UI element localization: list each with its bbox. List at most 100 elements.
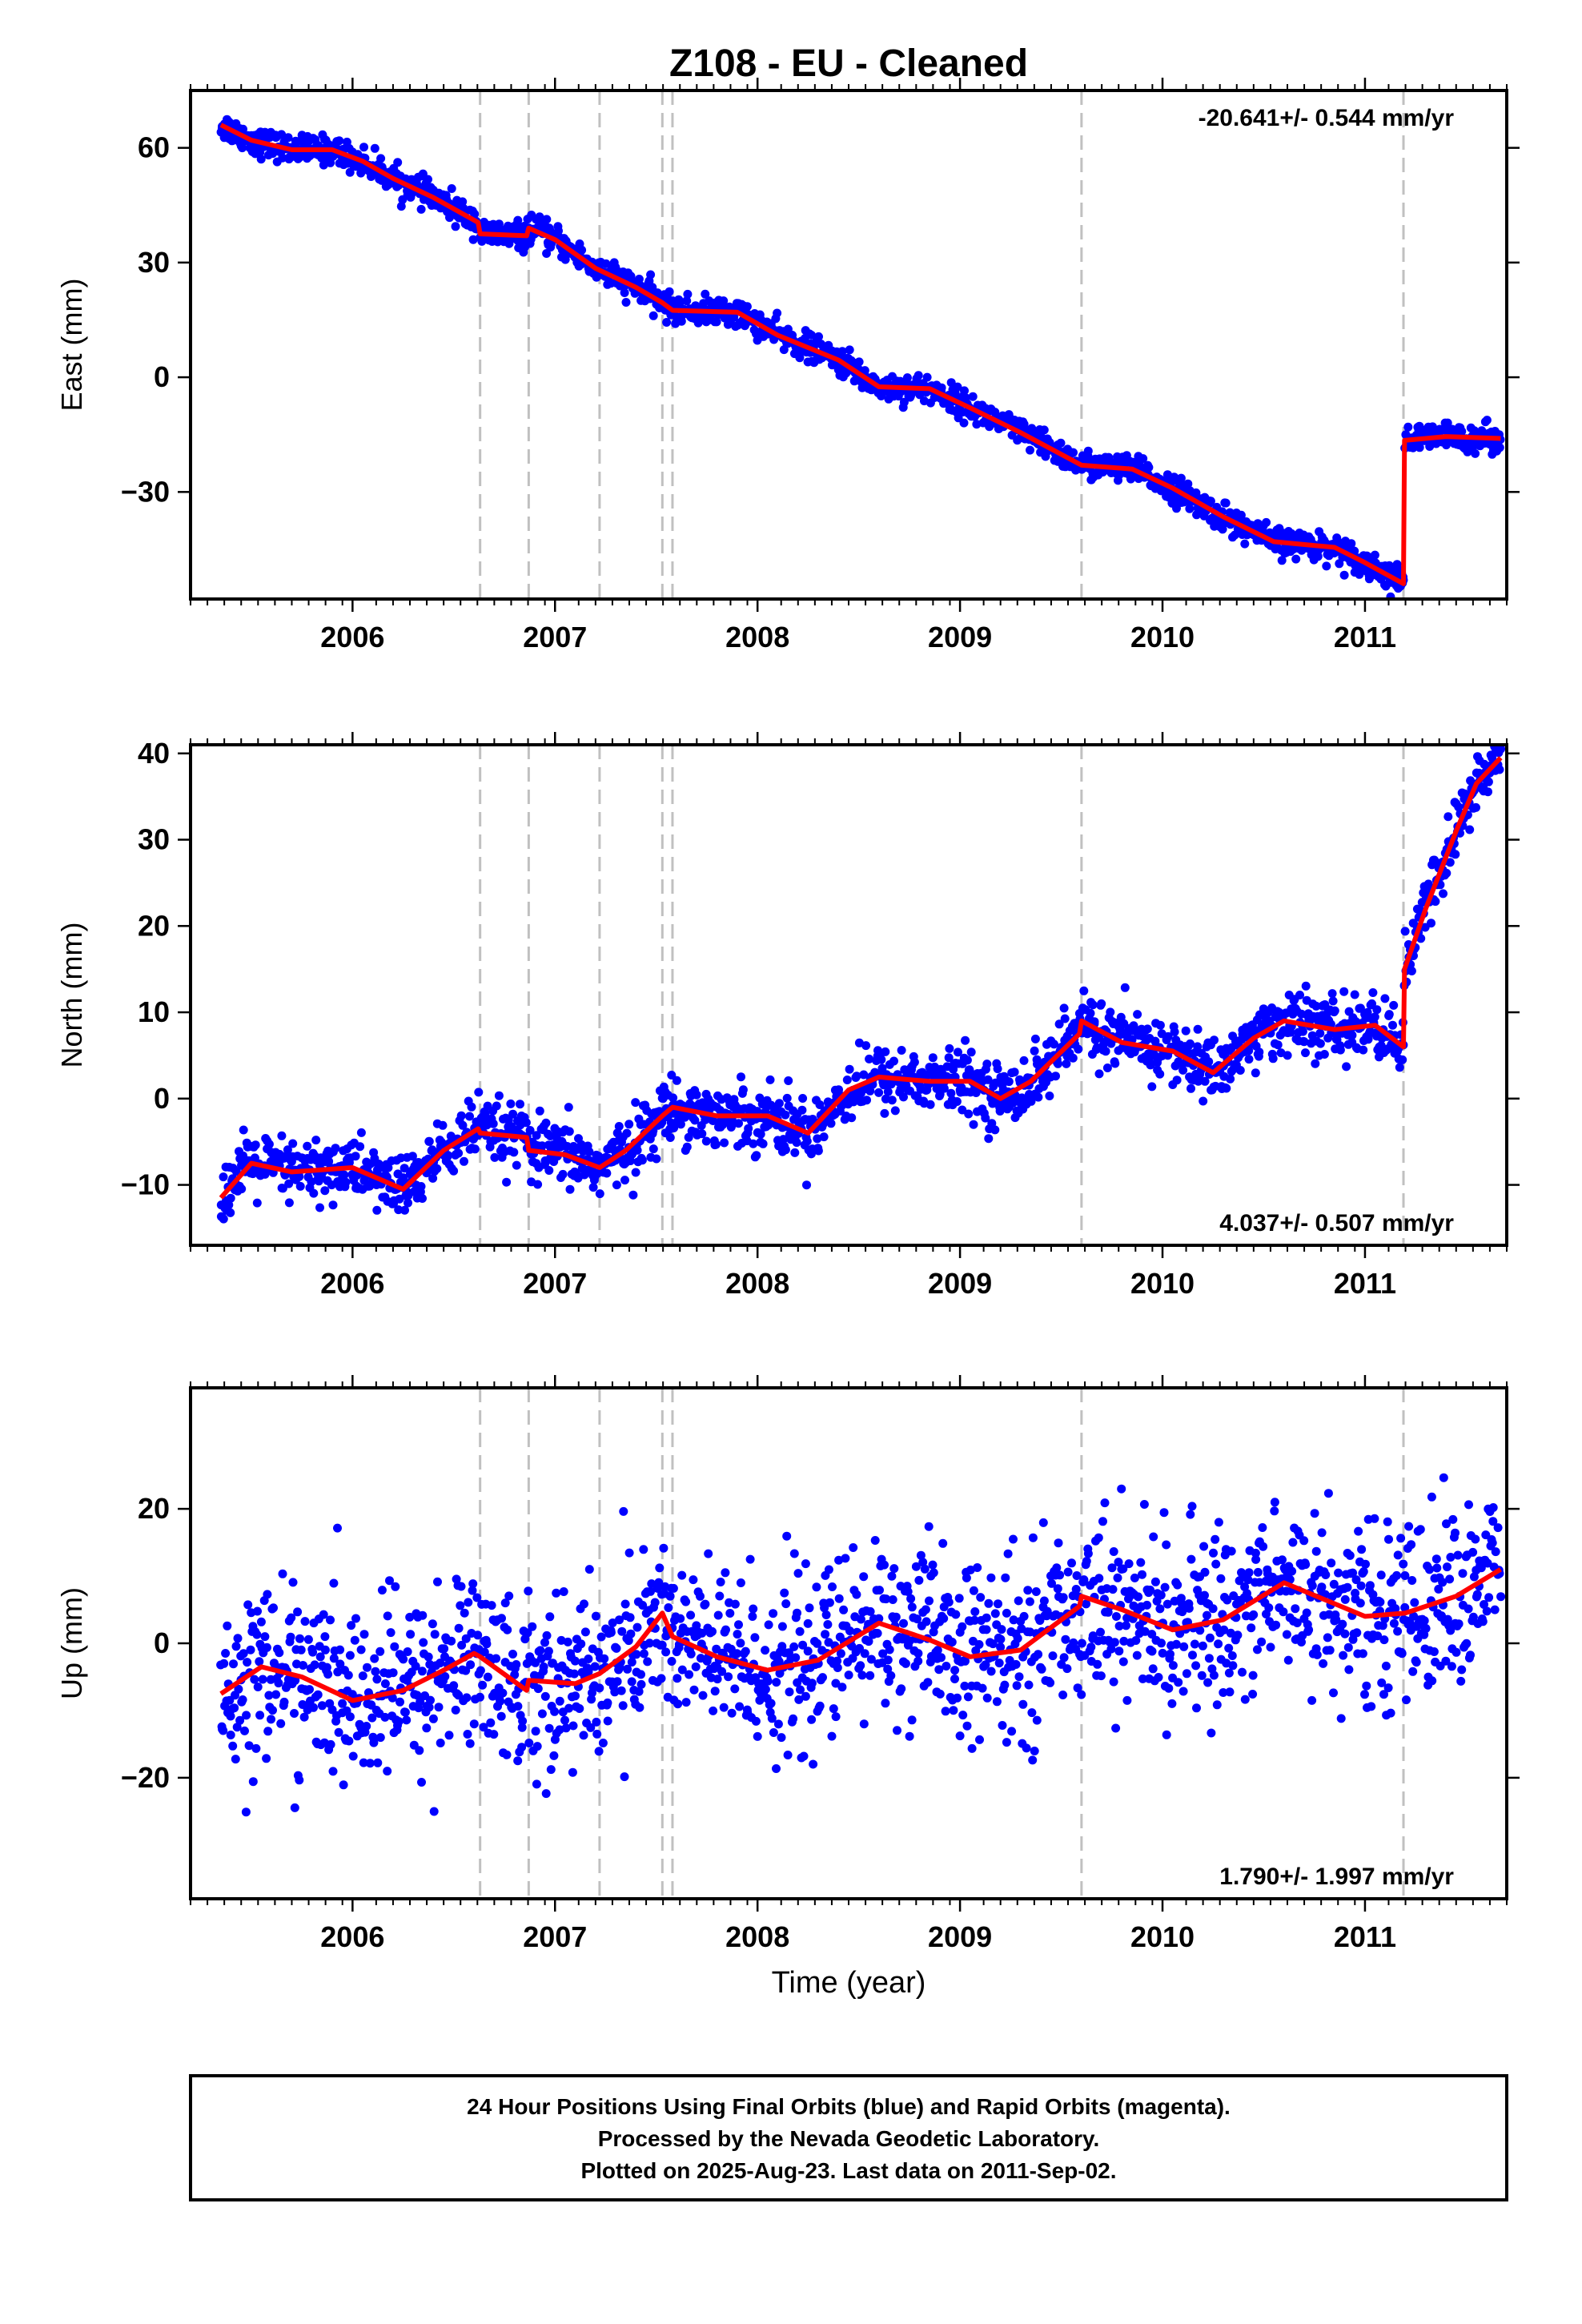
data-point [805,1603,814,1613]
data-point [428,1173,438,1183]
data-point [373,1758,383,1767]
data-point [1315,1028,1325,1038]
data-point [793,1569,803,1578]
data-point [279,1697,289,1707]
data-point [1147,1082,1157,1092]
data-point [1283,1655,1293,1665]
data-point [274,1679,283,1688]
data-point [240,1726,249,1735]
data-point [359,1630,369,1639]
data-point [821,1630,830,1639]
data-point [1339,570,1349,580]
data-point [1457,1665,1467,1675]
data-point [444,1731,454,1740]
data-point [489,1730,499,1739]
data-point [1438,1578,1447,1587]
data-point [781,1145,790,1155]
data-point [962,1573,971,1582]
data-point [451,1705,460,1715]
data-point [525,1126,535,1135]
data-point [1445,1574,1455,1584]
data-point [1383,1683,1393,1693]
data-point [717,1667,727,1676]
data-point [782,1531,792,1541]
data-point [1496,745,1506,754]
data-point [339,1170,349,1180]
data-point [1150,1036,1160,1046]
data-point [1350,546,1359,556]
data-point [1094,1533,1103,1542]
data-point [287,1613,296,1622]
data-point [1032,1715,1042,1725]
data-point [1167,1699,1177,1708]
data-point [877,1063,887,1073]
data-point [1315,1039,1325,1048]
data-point [1448,1514,1458,1524]
data-point [1343,1642,1353,1652]
data-point [1492,730,1501,739]
data-point [1124,1559,1134,1569]
data-point [970,1615,979,1625]
data-point [310,1660,319,1670]
data-point [1407,967,1416,975]
data-point [528,1622,537,1631]
data-point [926,1100,935,1109]
data-point [899,1618,908,1628]
data-point [1109,1547,1118,1556]
data-point [351,1152,360,1161]
data-point [383,1611,392,1621]
data-point [283,133,293,143]
data-point [736,1578,745,1587]
data-point [807,330,816,340]
data-point [239,1125,248,1135]
data-point [813,1146,823,1156]
data-point [907,1602,917,1612]
data-point [995,1107,1005,1116]
data-point [1295,991,1304,999]
y-tick-label: 60 [138,131,170,164]
data-point [595,1189,604,1199]
data-point [632,1622,642,1632]
data-point [1101,1047,1110,1056]
data-point [542,215,552,224]
data-point [388,1668,398,1678]
data-point [290,1803,299,1812]
data-point [480,1647,489,1657]
data-point [616,1686,626,1695]
data-point [841,1554,850,1563]
data-point [990,1609,1000,1618]
data-point [1221,498,1231,508]
data-point [512,1660,521,1669]
data-point [568,1767,577,1777]
data-point [639,1649,648,1659]
data-point [745,1554,755,1564]
data-point [1173,1580,1182,1590]
data-point [1488,1503,1498,1512]
data-point [587,1695,596,1704]
data-point [953,1693,962,1703]
data-point [1358,1649,1367,1659]
data-point [239,1649,248,1659]
data-point [408,1152,417,1161]
data-point [1384,561,1394,570]
data-point [1000,1680,1010,1690]
data-point [1114,1647,1124,1656]
data-point [903,1587,913,1596]
data-point [1251,1068,1260,1078]
data-point [1253,1567,1263,1577]
data-point [615,1615,624,1625]
data-point [238,1695,247,1704]
data-point [1398,1055,1407,1064]
data-point [523,1628,532,1638]
data-point [976,1593,986,1602]
data-point [592,1729,602,1739]
data-point [646,270,656,279]
data-point [901,1659,910,1668]
data-point [1397,1649,1407,1659]
data-point [736,1638,745,1648]
data-point [311,1136,321,1145]
data-point [696,1591,705,1601]
data-point [264,1691,274,1700]
data-point [440,1644,449,1654]
data-point [922,372,932,382]
